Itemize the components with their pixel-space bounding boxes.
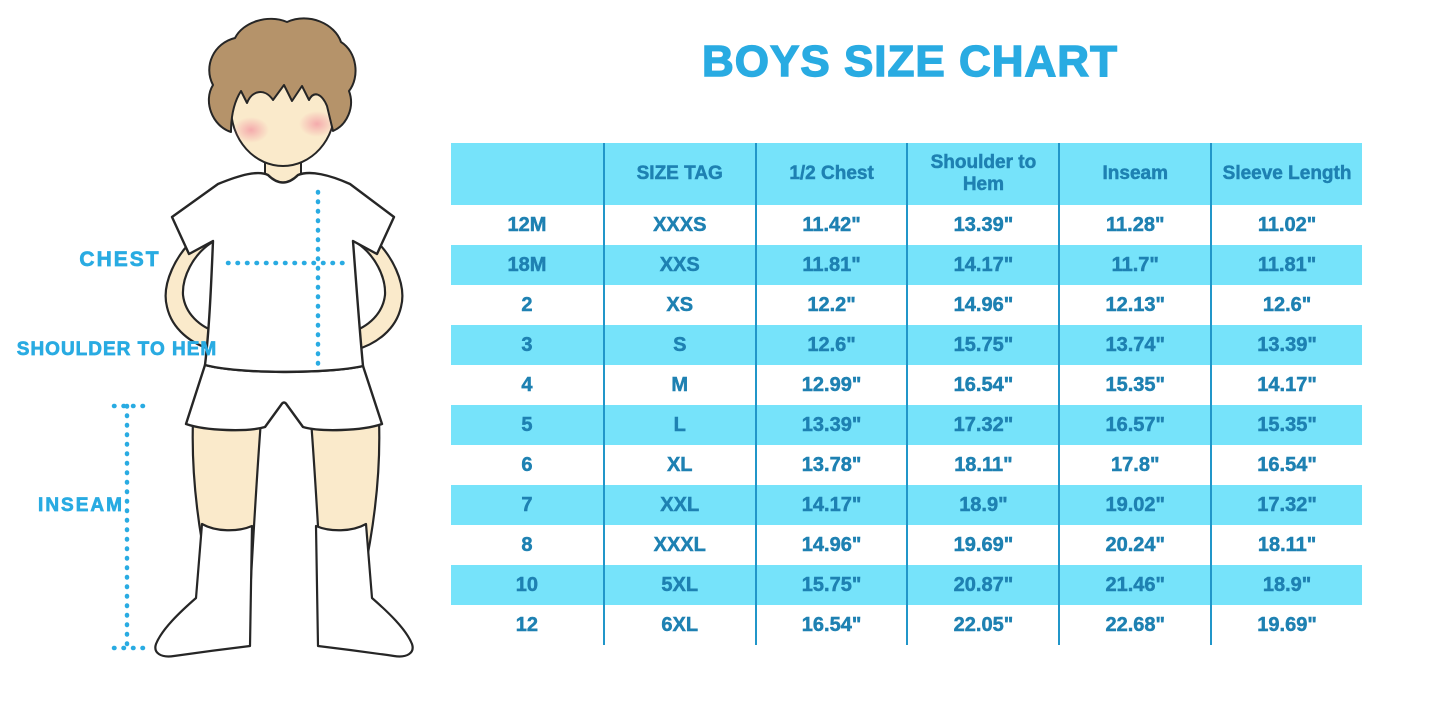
table-cell: 13.39" [906, 205, 1059, 245]
table-cell: XXXS [602, 205, 755, 245]
table-cell: XXS [602, 245, 755, 285]
table-cell: 18.11" [906, 445, 1059, 485]
table-cell: 12.2" [754, 285, 907, 325]
row-size-label: 8 [451, 525, 603, 565]
table-cell: S [602, 325, 755, 365]
table-cell: 13.39" [1210, 325, 1362, 365]
table-cell: 13.78" [754, 445, 907, 485]
table-cell: 13.39" [754, 405, 907, 445]
table-cell: 16.57" [1058, 405, 1211, 445]
shoulder-to-hem-label: SHOULDER TO HEM [16, 339, 218, 361]
hair [208, 17, 357, 133]
table-cell: 17.8" [1058, 445, 1211, 485]
table-cell: 12.13" [1058, 285, 1211, 325]
tshirt [170, 171, 396, 374]
table-cell: 19.69" [906, 525, 1059, 565]
table-cell: 19.02" [1058, 485, 1211, 525]
column-header [451, 143, 603, 205]
table-cell: L [602, 405, 755, 445]
table-cell: XXXL [602, 525, 755, 565]
table-cell: 22.05" [906, 605, 1059, 645]
table-cell: 6XL [602, 605, 755, 645]
table-cell: 14.96" [754, 525, 907, 565]
table-cell: 16.54" [906, 365, 1059, 405]
table-cell: 11.02" [1210, 205, 1362, 245]
table-cell: 21.46" [1058, 565, 1211, 605]
row-size-label: 7 [451, 485, 603, 525]
left-sock [154, 522, 254, 658]
row-size-label: 10 [451, 565, 603, 605]
table-cell: 22.68" [1058, 605, 1211, 645]
table-cell: 15.75" [906, 325, 1059, 365]
table-cell: 18.9" [1210, 565, 1362, 605]
table-cell: 14.17" [1210, 365, 1362, 405]
table-cell: 16.54" [1210, 445, 1362, 485]
blush-left-cheek [233, 117, 269, 143]
table-cell: 15.75" [754, 565, 907, 605]
table-cell: 11.81" [754, 245, 907, 285]
column-header: Shoulder to Hem [906, 143, 1059, 205]
row-size-label: 12M [451, 205, 603, 245]
page-title: BOYS SIZE CHART [701, 36, 1118, 86]
table-cell: 13.74" [1058, 325, 1211, 365]
table-cell: 20.87" [906, 565, 1059, 605]
table-cell: XXL [602, 485, 755, 525]
column-header: 1/2 Chest [754, 143, 907, 205]
column-header: Inseam [1058, 143, 1211, 205]
table-cell: 14.17" [754, 485, 907, 525]
boy-illustration [111, 17, 414, 658]
table-cell: 11.7" [1058, 245, 1211, 285]
inseam-label: INSEAM [38, 495, 124, 517]
shorts [184, 363, 384, 432]
size-table: SIZE TAG 1/2 Chest Shoulder to Hem Inseam Sl… [451, 143, 1362, 645]
table-cell: 14.96" [906, 285, 1059, 325]
table-cell: 14.17" [906, 245, 1059, 285]
table-cell: 18.11" [1210, 525, 1362, 565]
table-cell: 11.28" [1058, 205, 1211, 245]
blush-right-cheek [299, 111, 335, 137]
row-size-label: 6 [451, 445, 603, 485]
row-size-label: 5 [451, 405, 603, 445]
table-cell: 12.6" [1210, 285, 1362, 325]
table-cell: 17.32" [1210, 485, 1362, 525]
row-size-label: 3 [451, 325, 603, 365]
table-cell: 12.99" [754, 365, 907, 405]
table-cell: M [602, 365, 755, 405]
column-header: Sleeve Length [1210, 143, 1362, 205]
right-sock [314, 522, 414, 658]
row-size-label: 18M [451, 245, 603, 285]
table-cell: XL [602, 445, 755, 485]
column-header: SIZE TAG [602, 143, 755, 205]
row-size-label: 4 [451, 365, 603, 405]
table-cell: 15.35" [1210, 405, 1362, 445]
table-cell: 18.9" [906, 485, 1059, 525]
table-cell: 12.6" [754, 325, 907, 365]
table-cell: 15.35" [1058, 365, 1211, 405]
table-cell: 11.42" [754, 205, 907, 245]
table-cell: 19.69" [1210, 605, 1362, 645]
chest-label: CHEST [79, 248, 161, 272]
table-cell: 16.54" [754, 605, 907, 645]
row-size-label: 2 [451, 285, 603, 325]
table-cell: 5XL [602, 565, 755, 605]
table-cell: XS [602, 285, 755, 325]
row-size-label: 12 [451, 605, 603, 645]
table-cell: 11.81" [1210, 245, 1362, 285]
table-cell: 20.24" [1058, 525, 1211, 565]
table-cell: 17.32" [906, 405, 1059, 445]
